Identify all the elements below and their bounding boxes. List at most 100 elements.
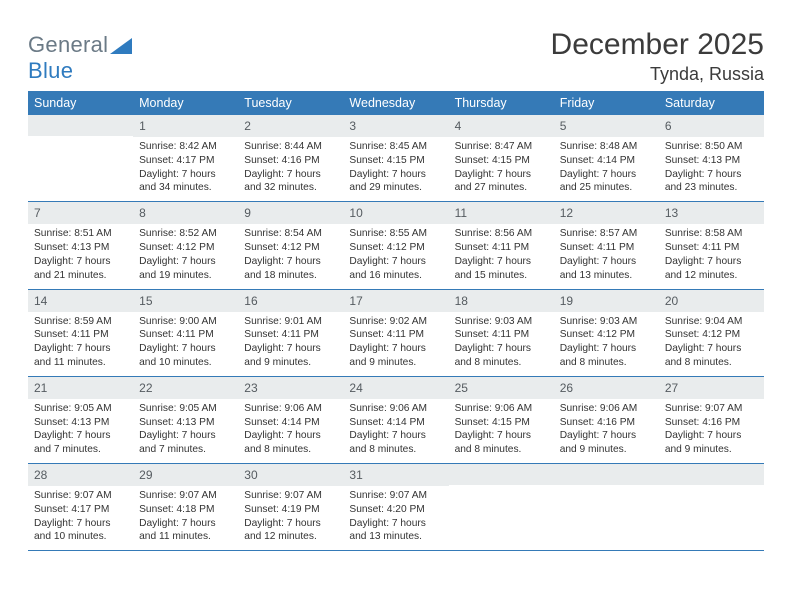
day-line: Sunrise: 8:48 AM (560, 140, 653, 154)
day-line: Sunrise: 8:42 AM (139, 140, 232, 154)
day-number: 25 (449, 377, 554, 399)
day-number: 7 (28, 202, 133, 224)
day-cell: 5Sunrise: 8:48 AMSunset: 4:14 PMDaylight… (554, 115, 659, 201)
day-body: Sunrise: 9:06 AMSunset: 4:16 PMDaylight:… (554, 399, 659, 463)
day-number: 19 (554, 290, 659, 312)
day-line: Sunset: 4:11 PM (139, 328, 232, 342)
day-number: 31 (343, 464, 448, 486)
title-block: December 2025 Tynda, Russia (551, 28, 764, 85)
day-header-cell: Thursday (449, 91, 554, 115)
day-line: Daylight: 7 hours and 10 minutes. (34, 517, 127, 545)
day-cell: 12Sunrise: 8:57 AMSunset: 4:11 PMDayligh… (554, 202, 659, 288)
day-line: Sunrise: 9:07 AM (139, 489, 232, 503)
day-body (659, 485, 764, 494)
brand-triangle-icon (110, 38, 132, 54)
day-line: Daylight: 7 hours and 29 minutes. (349, 168, 442, 196)
day-body: Sunrise: 9:07 AMSunset: 4:20 PMDaylight:… (343, 486, 448, 550)
day-number: 4 (449, 115, 554, 137)
day-cell: 14Sunrise: 8:59 AMSunset: 4:11 PMDayligh… (28, 290, 133, 376)
location-text: Tynda, Russia (551, 64, 764, 85)
day-line: Sunset: 4:16 PM (244, 154, 337, 168)
day-line: Sunrise: 8:45 AM (349, 140, 442, 154)
day-cell (28, 115, 133, 201)
day-cell: 13Sunrise: 8:58 AMSunset: 4:11 PMDayligh… (659, 202, 764, 288)
day-body (449, 485, 554, 494)
day-line: Sunset: 4:19 PM (244, 503, 337, 517)
day-line: Daylight: 7 hours and 27 minutes. (455, 168, 548, 196)
day-line: Sunset: 4:20 PM (349, 503, 442, 517)
day-number: 2 (238, 115, 343, 137)
day-number: 1 (133, 115, 238, 137)
day-line: Sunrise: 8:55 AM (349, 227, 442, 241)
day-cell: 4Sunrise: 8:47 AMSunset: 4:15 PMDaylight… (449, 115, 554, 201)
day-line: Daylight: 7 hours and 9 minutes. (560, 429, 653, 457)
day-line: Sunset: 4:11 PM (665, 241, 758, 255)
day-line: Sunrise: 9:00 AM (139, 315, 232, 329)
day-line: Daylight: 7 hours and 8 minutes. (665, 342, 758, 370)
day-line: Daylight: 7 hours and 12 minutes. (244, 517, 337, 545)
day-line: Sunset: 4:15 PM (455, 154, 548, 168)
day-header-cell: Wednesday (343, 91, 448, 115)
day-header-cell: Friday (554, 91, 659, 115)
day-body: Sunrise: 8:50 AMSunset: 4:13 PMDaylight:… (659, 137, 764, 201)
day-cell: 23Sunrise: 9:06 AMSunset: 4:14 PMDayligh… (238, 377, 343, 463)
brand-part1: General (28, 32, 108, 57)
day-line: Sunset: 4:11 PM (560, 241, 653, 255)
calendar-page: General Blue December 2025 Tynda, Russia… (0, 0, 792, 551)
day-number: 17 (343, 290, 448, 312)
day-number (554, 464, 659, 485)
day-line: Daylight: 7 hours and 15 minutes. (455, 255, 548, 283)
day-cell: 7Sunrise: 8:51 AMSunset: 4:13 PMDaylight… (28, 202, 133, 288)
day-cell: 28 Sunrise: 9:07 AMSunset: 4:17 PMDayligh… (28, 464, 133, 550)
day-cell (659, 464, 764, 550)
day-line: Sunrise: 9:05 AM (34, 402, 127, 416)
day-line: Sunset: 4:17 PM (34, 503, 127, 517)
day-line: Sunrise: 9:03 AM (560, 315, 653, 329)
day-line: Daylight: 7 hours and 32 minutes. (244, 168, 337, 196)
day-line: Daylight: 7 hours and 8 minutes. (349, 429, 442, 457)
day-body: Sunrise: 9:01 AMSunset: 4:11 PMDaylight:… (238, 312, 343, 376)
day-line: Sunset: 4:14 PM (244, 416, 337, 430)
day-number: 6 (659, 115, 764, 137)
day-number: 10 (343, 202, 448, 224)
day-body: Sunrise: 9:07 AMSunset: 4:18 PMDaylight:… (133, 486, 238, 550)
day-cell: 31Sunrise: 9:07 AMSunset: 4:20 PMDayligh… (343, 464, 448, 550)
day-cell: 19Sunrise: 9:03 AMSunset: 4:12 PMDayligh… (554, 290, 659, 376)
day-body: Sunrise: 9:05 AMSunset: 4:13 PMDaylight:… (28, 399, 133, 463)
day-line: Daylight: 7 hours and 12 minutes. (665, 255, 758, 283)
day-cell (554, 464, 659, 550)
day-body: Sunrise: 9:05 AMSunset: 4:13 PMDaylight:… (133, 399, 238, 463)
week-row: 14Sunrise: 8:59 AMSunset: 4:11 PMDayligh… (28, 290, 764, 377)
page-header: General Blue December 2025 Tynda, Russia (28, 28, 764, 85)
day-body: Sunrise: 9:02 AMSunset: 4:11 PMDaylight:… (343, 312, 448, 376)
day-body: Sunrise: 8:58 AMSunset: 4:11 PMDaylight:… (659, 224, 764, 288)
day-body: Sunrise: 9:06 AMSunset: 4:15 PMDaylight:… (449, 399, 554, 463)
day-header-cell: Sunday (28, 91, 133, 115)
day-cell: 8Sunrise: 8:52 AMSunset: 4:12 PMDaylight… (133, 202, 238, 288)
day-line: Sunset: 4:11 PM (455, 241, 548, 255)
day-line: Daylight: 7 hours and 16 minutes. (349, 255, 442, 283)
day-number: 9 (238, 202, 343, 224)
day-body: Sunrise: 8:54 AMSunset: 4:12 PMDaylight:… (238, 224, 343, 288)
day-line: Sunset: 4:14 PM (349, 416, 442, 430)
day-body: Sunrise: 9:07 AMSunset: 4:19 PMDaylight:… (238, 486, 343, 550)
page-title: December 2025 (551, 28, 764, 62)
day-line: Daylight: 7 hours and 7 minutes. (34, 429, 127, 457)
day-body: Sunrise: 8:59 AMSunset: 4:11 PMDaylight:… (28, 312, 133, 376)
day-number (28, 115, 133, 136)
day-cell: 26Sunrise: 9:06 AMSunset: 4:16 PMDayligh… (554, 377, 659, 463)
day-number: 21 (28, 377, 133, 399)
day-body: Sunrise: 9:07 AMSunset: 4:16 PMDaylight:… (659, 399, 764, 463)
day-line: Sunrise: 9:07 AM (34, 489, 127, 503)
day-line: Sunset: 4:11 PM (244, 328, 337, 342)
day-line: Sunset: 4:12 PM (139, 241, 232, 255)
day-number (449, 464, 554, 485)
day-number: 28 (28, 464, 133, 486)
day-body: Sunrise: 8:55 AMSunset: 4:12 PMDaylight:… (343, 224, 448, 288)
day-number: 3 (343, 115, 448, 137)
day-line: Sunset: 4:16 PM (560, 416, 653, 430)
day-number: 23 (238, 377, 343, 399)
day-body: Sunrise: 9:03 AMSunset: 4:11 PMDaylight:… (449, 312, 554, 376)
day-cell (449, 464, 554, 550)
day-line: Sunset: 4:13 PM (139, 416, 232, 430)
